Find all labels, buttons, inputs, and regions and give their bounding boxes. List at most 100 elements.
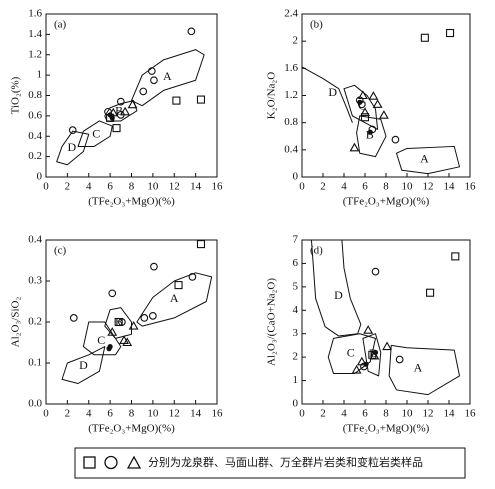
x-tick-label: 14 <box>444 408 456 420</box>
x-tick-label: 16 <box>212 181 224 193</box>
panel-label: (b) <box>310 19 323 31</box>
x-tick-label: 12 <box>423 408 434 420</box>
x-tick-label: 8 <box>383 408 389 420</box>
y-axis-label: Al₂O₃/(CaO+Na₂O) <box>266 278 278 366</box>
x-axis-label: (TFe₂O₃+MgO)(%) <box>88 196 175 208</box>
x-tick-label: 10 <box>402 408 414 420</box>
filled-point <box>372 349 379 356</box>
x-tick-label: 14 <box>190 181 202 193</box>
x-axis-label: (TFe₂O₃+MgO)(%) <box>343 196 430 208</box>
x-tick-label: 10 <box>147 408 159 420</box>
field-boundary <box>131 49 205 107</box>
y-tick-label: 0.4 <box>28 130 42 142</box>
x-tick-label: 14 <box>190 408 202 420</box>
panel-label: (c) <box>54 245 67 257</box>
plot-frame <box>301 239 471 405</box>
square-point <box>196 95 206 104</box>
field-boundary <box>56 130 90 166</box>
triangle-point <box>372 99 383 108</box>
field-label: A <box>163 69 172 83</box>
field-boundary <box>77 120 113 147</box>
x-tick-label: 0 <box>43 181 49 193</box>
x-axis-label: (TFe₂O₃+MgO)(%) <box>343 423 430 435</box>
x-tick-label: 8 <box>129 408 135 420</box>
triangle-point <box>128 320 139 330</box>
x-tick-label: 10 <box>147 181 159 193</box>
legend-square <box>83 456 96 469</box>
y-tick-label: 1.4 <box>28 28 42 40</box>
y-tick-label: 1.6 <box>28 8 42 20</box>
y-tick-label: 0.2 <box>28 316 42 328</box>
legend: 分别为龙泉群、马面山群、万全群片岩类和变粒岩类样品 <box>74 447 466 479</box>
x-tick-label: 16 <box>465 181 477 193</box>
x-tick-label: 2 <box>320 181 326 193</box>
triangle-point <box>357 90 368 100</box>
triangle-point <box>107 327 118 336</box>
field-boundary <box>310 239 362 337</box>
circle-point <box>371 267 380 276</box>
y-tick-label: 1.2 <box>28 48 42 60</box>
triangle-point <box>351 364 362 374</box>
x-tick-label: 4 <box>341 181 347 193</box>
field-boundary <box>82 321 122 356</box>
plot-frame <box>301 13 471 178</box>
triangle-point <box>120 106 131 116</box>
field-label: C <box>347 346 355 360</box>
x-tick-label: 8 <box>383 181 389 193</box>
y-tick-label: 1 <box>293 374 299 386</box>
legend-triangle <box>126 455 142 469</box>
square-point <box>426 288 435 297</box>
x-tick-label: 6 <box>107 408 113 420</box>
field-label: B <box>115 103 123 117</box>
circle-point <box>150 76 158 85</box>
legend-box <box>74 447 466 479</box>
y-tick-label: 0.4 <box>28 234 42 246</box>
y-tick-label: 0.4 <box>284 143 298 155</box>
square-point <box>114 317 123 327</box>
square-point <box>174 281 183 290</box>
x-tick-label: 4 <box>341 408 347 420</box>
triangle-point <box>360 107 370 117</box>
x-tick-label: 4 <box>86 181 92 193</box>
field-label: D <box>79 358 88 372</box>
y-tick-label: 0.8 <box>284 116 298 128</box>
field-boundary <box>136 272 213 327</box>
x-tick-label: 2 <box>65 408 71 420</box>
triangle-point <box>356 356 367 366</box>
circle-point <box>395 355 404 364</box>
x-tick-label: 2 <box>65 181 71 193</box>
filled-point <box>107 344 113 350</box>
triangle-point <box>382 341 392 351</box>
field-boundary <box>343 84 379 130</box>
square-point <box>172 96 181 105</box>
y-tick-label: 2.4 <box>284 8 298 20</box>
field-label: C <box>97 333 105 347</box>
legend-text: 分别为龙泉群、马面山群、万全群片岩类和变粒岩类样品 <box>148 455 423 469</box>
y-tick-label: 3 <box>293 327 299 339</box>
square-point <box>445 28 455 38</box>
square-point <box>420 33 429 42</box>
x-tick-label: 14 <box>444 181 456 193</box>
x-tick-label: 10 <box>402 181 414 193</box>
y-axis-label: Al₂O₃/SiO₂ <box>10 297 22 348</box>
panel-label: (d) <box>310 245 323 257</box>
triangle-point <box>349 142 360 152</box>
circle-point <box>140 314 149 322</box>
x-tick-label: 12 <box>169 181 180 193</box>
x-tick-label: 8 <box>129 181 135 193</box>
y-tick-label: 4 <box>293 304 299 316</box>
filled-point <box>367 129 373 135</box>
y-tick-label: 0.8 <box>28 89 42 101</box>
field-boundary <box>396 145 460 175</box>
triangle-point <box>363 325 374 334</box>
filled-point <box>109 115 115 121</box>
field-label: C <box>358 98 366 112</box>
panel-label: (a) <box>54 19 67 31</box>
square-point <box>360 113 370 122</box>
y-tick-label: 1.2 <box>284 89 298 101</box>
y-tick-label: 0 <box>293 171 299 183</box>
y-tick-label: 0 <box>293 398 299 410</box>
y-tick-label: 5 <box>293 280 299 292</box>
field-label: D <box>328 85 337 99</box>
